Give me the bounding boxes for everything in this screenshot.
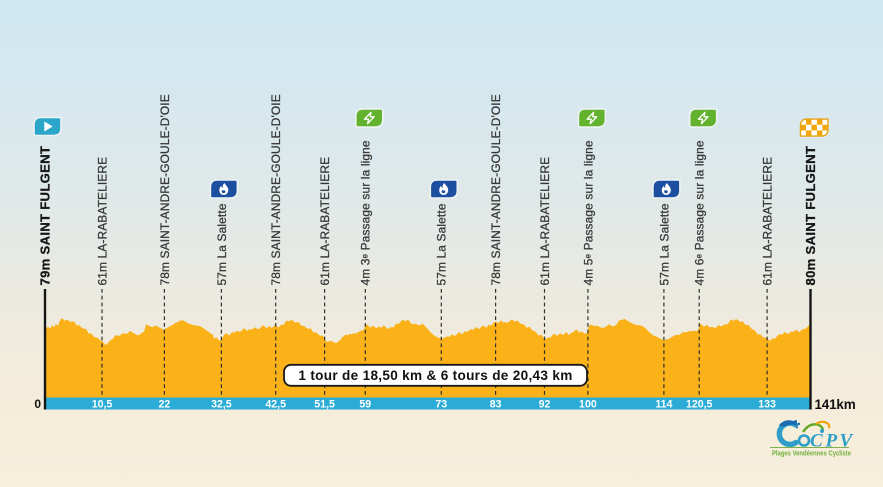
svg-text:61m LA-RABATELIERE: 61m LA-RABATELIERE [761, 157, 775, 286]
svg-text:133: 133 [758, 399, 776, 411]
svg-text:78m SAINT-ANDRE-GOULE-D'OIE: 78m SAINT-ANDRE-GOULE-D'OIE [158, 94, 172, 285]
svg-text:P: P [825, 431, 838, 452]
svg-text:42,5: 42,5 [265, 399, 286, 411]
svg-text:114: 114 [655, 399, 672, 411]
svg-text:100: 100 [579, 399, 597, 411]
svg-text:10,5: 10,5 [92, 399, 113, 411]
svg-text:V: V [840, 431, 854, 452]
svg-text:79m SAINT FULGENT: 79m SAINT FULGENT [37, 146, 52, 286]
svg-text:4m 3e Passage sur la ligne: 4m 3e Passage sur la ligne [359, 140, 373, 285]
svg-text:51,5: 51,5 [314, 399, 335, 411]
svg-text:83: 83 [490, 399, 502, 411]
svg-text:61m LA-RABATELIERE: 61m LA-RABATELIERE [538, 157, 552, 286]
svg-text:1 tour de 18,50 km & 6 tours d: 1 tour de 18,50 km & 6 tours de 20,43 km [298, 368, 572, 383]
svg-text:4m 6e Passage sur la ligne: 4m 6e Passage sur la ligne [693, 140, 707, 285]
svg-text:22: 22 [159, 399, 171, 411]
svg-text:141km: 141km [815, 397, 856, 412]
svg-text:61m LA-RABATELIERE: 61m LA-RABATELIERE [318, 157, 332, 286]
svg-text:57m La Salette: 57m La Salette [435, 203, 449, 285]
svg-text:4m 5e Passage sur la ligne: 4m 5e Passage sur la ligne [581, 140, 595, 285]
svg-text:78m SAINT-ANDRE-GOULE-D'OIE: 78m SAINT-ANDRE-GOULE-D'OIE [489, 94, 503, 285]
svg-text:57m La Salette: 57m La Salette [215, 203, 229, 285]
svg-text:C: C [810, 431, 823, 452]
svg-text:57m La Salette: 57m La Salette [657, 203, 671, 285]
svg-text:59: 59 [359, 399, 371, 411]
svg-text:73: 73 [435, 399, 447, 411]
svg-text:120,5: 120,5 [686, 399, 713, 411]
svg-text:78m SAINT-ANDRE-GOULE-D'OIE: 78m SAINT-ANDRE-GOULE-D'OIE [269, 94, 283, 285]
svg-text:80m SAINT FULGENT: 80m SAINT FULGENT [803, 146, 818, 286]
svg-text:92: 92 [539, 399, 551, 411]
svg-text:61m LA-RABATELIERE: 61m LA-RABATELIERE [95, 157, 109, 286]
svg-text:0: 0 [34, 397, 41, 411]
svg-text:Plages Vendéennes Cycliste: Plages Vendéennes Cycliste [772, 449, 851, 458]
svg-text:32,5: 32,5 [211, 399, 232, 411]
